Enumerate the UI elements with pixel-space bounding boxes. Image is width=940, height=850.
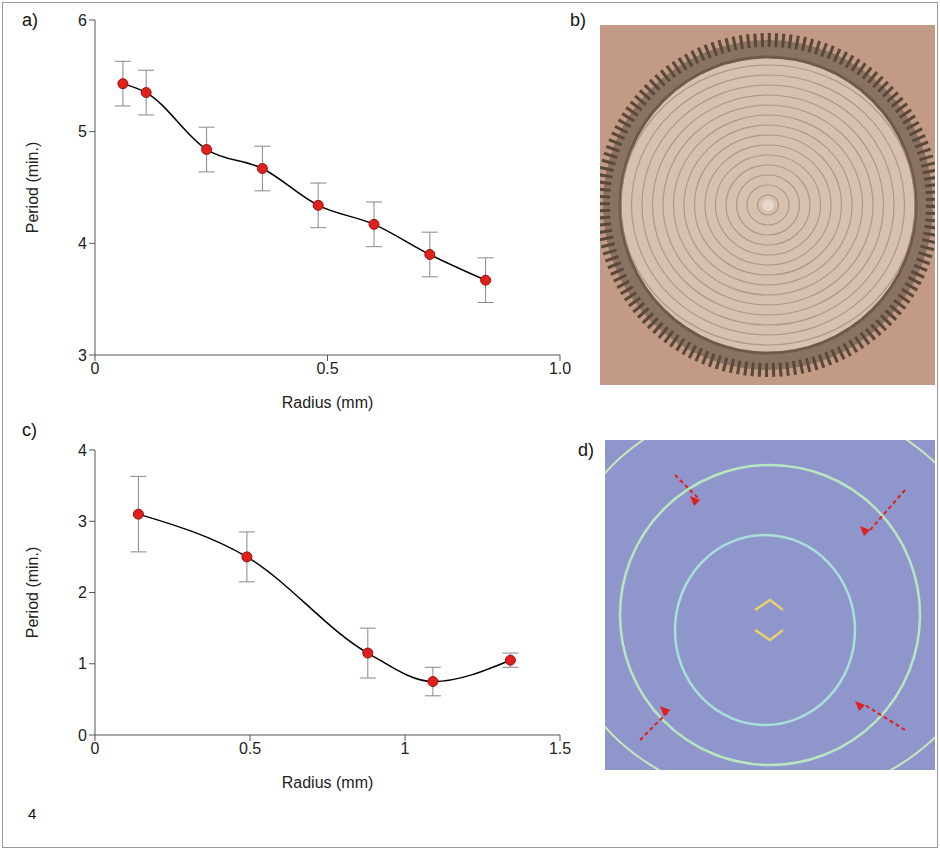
svg-text:6: 6: [78, 12, 87, 29]
html-text:a): a): [22, 10, 38, 30]
html-text:4: 4: [28, 805, 37, 822]
svg-text:1: 1: [78, 655, 87, 672]
svg-text:Radius (mm): Radius (mm): [282, 394, 374, 411]
html-text:b): b): [570, 10, 586, 30]
svg-text:4: 4: [78, 235, 87, 252]
svg-text:0: 0: [91, 740, 100, 757]
svg-text:Period (min.): Period (min.): [24, 142, 41, 234]
svg-text:3: 3: [78, 347, 87, 364]
html-text:d): d): [578, 440, 594, 460]
svg-text:5: 5: [78, 123, 87, 140]
svg-text:3: 3: [78, 513, 87, 530]
svg-text:1: 1: [401, 740, 410, 757]
svg-text:0: 0: [78, 727, 87, 744]
svg-text:0.5: 0.5: [239, 740, 261, 757]
html-text:c): c): [22, 420, 37, 440]
svg-text:4: 4: [78, 442, 87, 459]
svg-text:2: 2: [78, 584, 87, 601]
svg-text:0.5: 0.5: [316, 360, 338, 377]
svg-text:Radius (mm): Radius (mm): [282, 774, 374, 791]
svg-text:1.0: 1.0: [549, 360, 571, 377]
svg-text:0: 0: [91, 360, 100, 377]
svg-text:1.5: 1.5: [549, 740, 571, 757]
svg-text:Period (min.): Period (min.): [24, 547, 41, 639]
